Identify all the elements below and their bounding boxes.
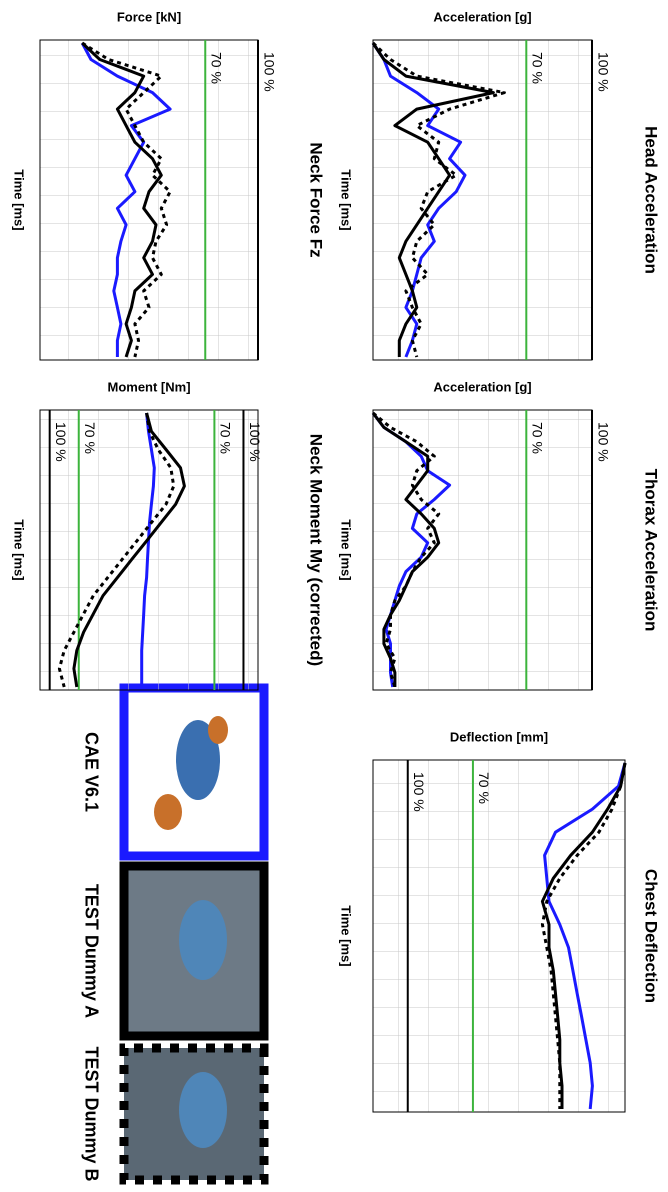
y-tick-label: 70 %	[476, 772, 492, 804]
y-tick-label: 100 %	[595, 52, 611, 92]
series-line	[543, 762, 627, 1110]
y-tick-label: 70 %	[218, 422, 234, 454]
y-tick-label: 100 %	[247, 422, 263, 462]
legend-label: CAE V6.1	[81, 732, 101, 812]
rotated-sheet: Head Acceleration Acceleration [g] Time [m…	[12, 9, 661, 1185]
dummy-photo	[179, 1072, 227, 1148]
series-line	[540, 762, 627, 1109]
dummy-part	[208, 716, 228, 744]
y-axis-label: Deflection [mm]	[450, 729, 548, 744]
chart-title: Head Acceleration	[642, 126, 661, 274]
y-tick-label: 70 %	[530, 422, 546, 454]
plot-grid	[40, 40, 258, 360]
y-tick-label: 100 %	[411, 772, 427, 812]
y-axis-label: Acceleration [g]	[433, 379, 531, 394]
y-tick-label: 100 %	[261, 52, 277, 92]
chart-title: Neck Force Fz	[307, 142, 326, 257]
dummy-photo	[179, 900, 227, 980]
y-tick-label: 70 %	[530, 52, 546, 84]
series-line	[80, 42, 172, 357]
series-line	[371, 412, 441, 687]
series-line	[81, 41, 172, 358]
plot-frame	[372, 759, 626, 1113]
dummy-head	[176, 720, 220, 800]
series-line	[371, 412, 452, 688]
series-line	[371, 42, 467, 358]
y-axis-label: Acceleration [g]	[433, 9, 531, 24]
x-axis-label: Time [ms]	[12, 519, 27, 580]
x-axis-label: Time [ms]	[339, 169, 354, 230]
legend-images	[119, 683, 269, 1185]
series-line	[72, 412, 186, 688]
y-axis-label: Moment [Nm]	[107, 379, 190, 394]
series-line	[372, 411, 441, 688]
legend-label: TEST Dummy A	[81, 884, 101, 1018]
legend-label: TEST Dummy B	[81, 1046, 101, 1181]
plot-frame	[39, 409, 259, 691]
series-line	[371, 41, 506, 358]
series-line	[81, 41, 163, 358]
y-tick-label: 70 %	[82, 422, 98, 454]
y-tick-label: 100 %	[53, 422, 69, 462]
series-line	[140, 412, 156, 687]
y-tick-label: 100 %	[595, 422, 611, 462]
plot-grid	[373, 410, 592, 690]
y-tick-label: 70 %	[209, 52, 225, 84]
series-line	[57, 412, 176, 688]
x-axis-label: Time [ms]	[12, 169, 27, 230]
series-line	[371, 42, 495, 357]
y-axis-label: Force [kN]	[117, 9, 181, 24]
chart-title: Neck Moment My (corrected)	[307, 434, 326, 666]
plot-grid	[373, 760, 625, 1112]
x-axis-label: Time [ms]	[339, 905, 354, 966]
x-axis-label: Time [ms]	[339, 519, 354, 580]
dummy-part	[154, 794, 182, 830]
chart-title: Thorax Acceleration	[642, 469, 661, 632]
chart-title: Chest Deflection	[642, 869, 661, 1003]
